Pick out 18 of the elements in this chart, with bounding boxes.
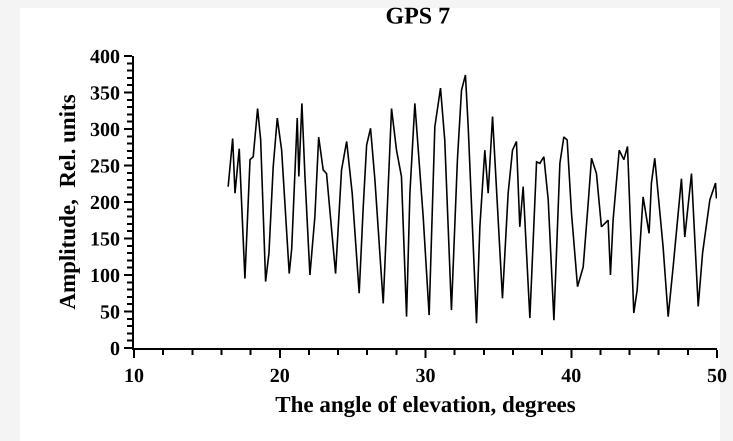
chart-title: GPS 7 bbox=[385, 3, 450, 30]
line-series bbox=[227, 74, 717, 324]
x-tick-label: 20 bbox=[270, 365, 290, 387]
y-tick-label: 200 bbox=[90, 192, 120, 214]
x-tick-label: 10 bbox=[124, 365, 144, 387]
x-tick-label: 30 bbox=[416, 365, 436, 387]
y-tick-label: 50 bbox=[100, 302, 120, 324]
x-tick-label: 50 bbox=[707, 365, 727, 387]
y-tick-label: 300 bbox=[90, 119, 120, 141]
x-tick-label: 40 bbox=[561, 365, 582, 387]
y-tick-label: 150 bbox=[90, 228, 120, 250]
y-tick-label: 250 bbox=[90, 156, 120, 178]
y-axis-title: Amplitude, Rel. units bbox=[54, 94, 80, 310]
y-tick-label: 100 bbox=[90, 265, 120, 287]
y-tick-label: 350 bbox=[90, 82, 120, 104]
y-tick-label: 0 bbox=[110, 338, 120, 360]
y-tick-label: 400 bbox=[90, 46, 120, 68]
x-axis-title: The angle of elevation, degrees bbox=[275, 392, 576, 418]
